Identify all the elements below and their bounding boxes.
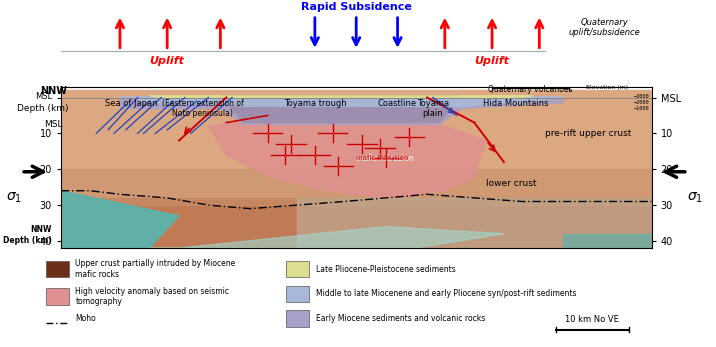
Text: Uplift: Uplift (150, 56, 185, 66)
Text: Middle to late Miocenene and early Pliocene syn/post-rift sediments: Middle to late Miocenene and early Plioc… (316, 289, 576, 298)
Polygon shape (297, 198, 652, 248)
Text: Early Miocene sediments and volcanic rocks: Early Miocene sediments and volcanic roc… (316, 314, 485, 323)
Polygon shape (61, 191, 179, 248)
Text: Toyama
plain: Toyama plain (417, 99, 449, 118)
Bar (286, 286, 309, 302)
Text: High velocity anomaly based on seismic
tomography: High velocity anomaly based on seismic t… (75, 287, 229, 306)
Text: NNW
Depth (km): NNW Depth (km) (3, 225, 52, 245)
Text: Late Pliocene-Pleistocene sediments: Late Pliocene-Pleistocene sediments (316, 264, 455, 273)
Bar (286, 261, 309, 277)
Text: lower crust: lower crust (486, 179, 537, 188)
Polygon shape (150, 227, 504, 248)
Polygon shape (221, 96, 463, 122)
Text: 10 km No VE: 10 km No VE (566, 315, 619, 324)
Text: Moho: Moho (75, 314, 96, 323)
Text: Upper crust partially intruded by Miocene
mafic rocks: Upper crust partially intruded by Miocen… (75, 259, 236, 279)
Text: Quaternary volcanoes: Quaternary volcanoes (488, 85, 573, 94)
Text: Hida Mountains: Hida Mountains (483, 99, 548, 108)
Text: NNW: NNW (40, 86, 67, 96)
Bar (286, 311, 309, 327)
Bar (46, 261, 69, 277)
Text: Sea of Japan: Sea of Japan (105, 99, 158, 108)
Polygon shape (61, 90, 652, 198)
Text: (Eastern extension of
Noto peninsula): (Eastern extension of Noto peninsula) (162, 99, 243, 118)
Polygon shape (120, 97, 563, 107)
Polygon shape (132, 98, 551, 107)
Text: Coastline: Coastline (378, 99, 417, 108)
Bar (46, 288, 69, 305)
Text: mafic intrusion: mafic intrusion (357, 154, 414, 163)
Polygon shape (120, 99, 563, 125)
Polygon shape (150, 96, 533, 98)
Text: MSL: MSL (44, 120, 63, 129)
Text: Uplift: Uplift (475, 56, 510, 66)
Text: $\sigma_1$: $\sigma_1$ (6, 191, 22, 205)
Text: Quaternary
uplift/subsidence: Quaternary uplift/subsidence (569, 18, 640, 37)
Text: ─3000
─2000
─1000: ─3000 ─2000 ─1000 (633, 94, 649, 111)
Text: pre-rift upper crust: pre-rift upper crust (546, 129, 632, 138)
Text: Rapid Subsidence: Rapid Subsidence (301, 2, 412, 12)
Text: mafic intrusion: mafic intrusion (357, 155, 409, 161)
Polygon shape (61, 169, 652, 205)
Text: Depth (km): Depth (km) (17, 104, 69, 113)
Polygon shape (120, 99, 221, 108)
Polygon shape (208, 119, 486, 198)
Text: Toyama trough: Toyama trough (284, 99, 346, 108)
Polygon shape (563, 234, 652, 248)
Polygon shape (61, 198, 652, 248)
Text: MSL: MSL (35, 92, 52, 101)
Text: Elevation (m): Elevation (m) (586, 85, 628, 90)
Text: $\sigma_1$: $\sigma_1$ (687, 191, 702, 205)
